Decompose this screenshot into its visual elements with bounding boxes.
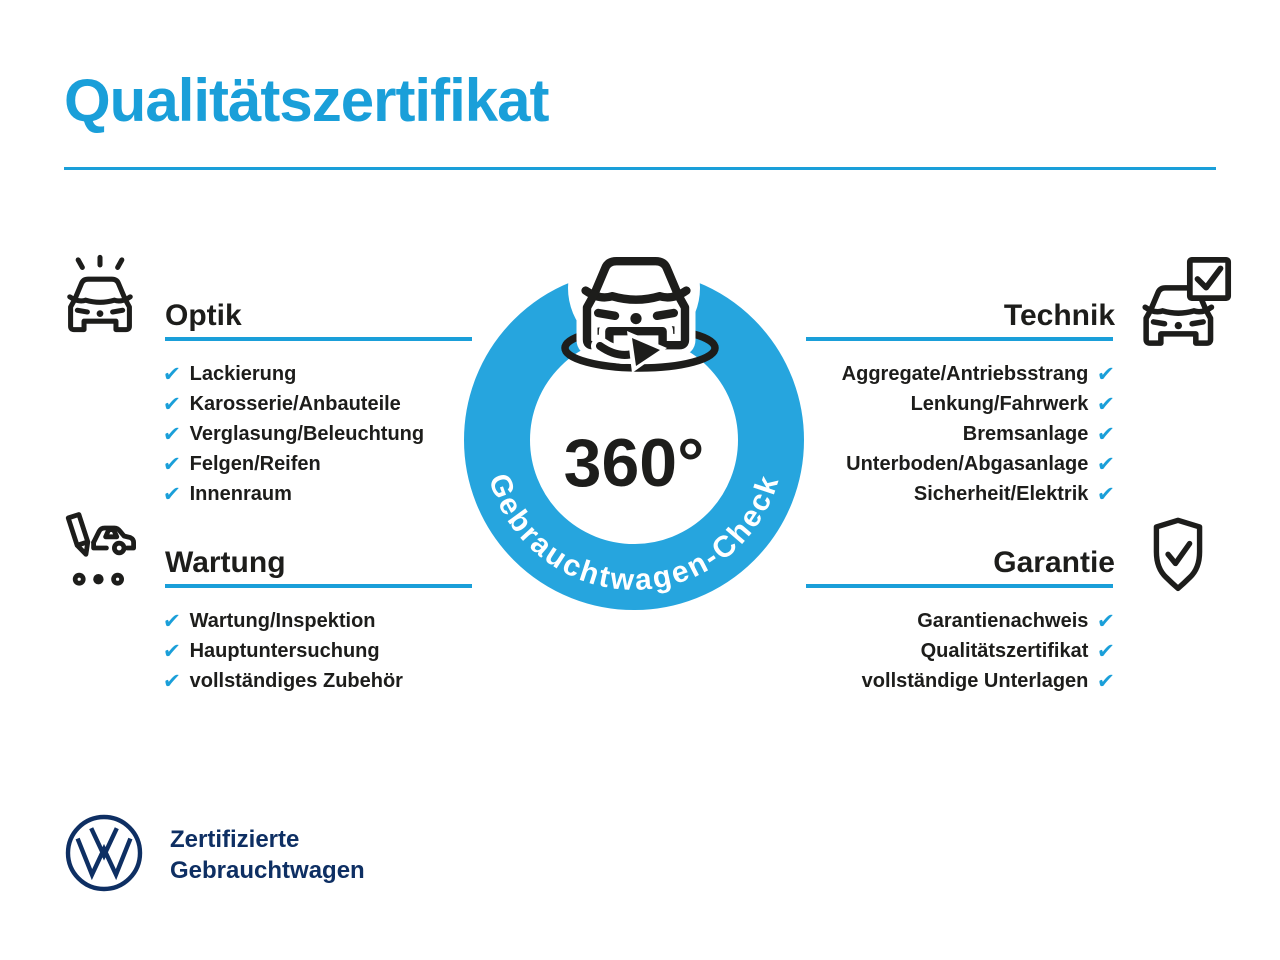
degree-label: 360° (564, 425, 705, 501)
brand-text: Zertifizierte Gebrauchtwagen (170, 824, 365, 886)
item-label: Lackierung (189, 362, 297, 385)
check-icon: ✔ (162, 422, 182, 446)
item-label: Unterboden/Abgasanlage (846, 452, 1089, 475)
item-label: Hauptuntersuchung (189, 639, 380, 662)
section-title-optik: Optik (165, 299, 242, 332)
check-icon: ✔ (162, 452, 182, 476)
section-rule-technik (806, 337, 1113, 341)
section-title-garantie: Garantie (993, 546, 1115, 579)
rotation-arrowhead (632, 338, 660, 366)
item-label: Bremsanlage (962, 422, 1089, 445)
checklist-item: ✔ Felgen/Reifen (162, 449, 424, 479)
check-icon: ✔ (162, 362, 182, 386)
checklist-technik: ✔ Aggregate/Antriebsstrang ✔ Lenkung/Fahrw… (841, 359, 1116, 509)
item-label: Innenraum (189, 482, 292, 505)
item-label: Karosserie/Anbauteile (189, 392, 401, 415)
checklist-item: ✔ vollständige Unterlagen (861, 666, 1116, 696)
checklist-item: ✔ Aggregate/Antriebsstrang (841, 359, 1116, 389)
vw-logo (65, 814, 143, 892)
checklist-item: ✔ Innenraum (162, 479, 424, 509)
brand-line-1: Zertifizierte (170, 826, 300, 853)
check-icon: ✔ (162, 392, 182, 416)
item-label: vollständige Unterlagen (861, 669, 1089, 692)
check-icon: ✔ (162, 669, 182, 693)
title-divider (64, 167, 1216, 170)
item-label: Aggregate/Antriebsstrang (841, 362, 1089, 385)
page-title: Qualitätszertifikat (64, 67, 549, 134)
section-title-technik: Technik (1003, 299, 1115, 332)
checklist-item: ✔ Lenkung/Fahrwerk (910, 389, 1116, 419)
check-icon: ✔ (1096, 609, 1116, 633)
check-icon: ✔ (1096, 639, 1116, 663)
check-icon: ✔ (1096, 392, 1116, 416)
item-label: Garantienachweis (917, 609, 1089, 632)
item-label: Qualitätszertifikat (920, 639, 1089, 662)
check-icon: ✔ (162, 609, 182, 633)
checklist-item: ✔ Karosserie/Anbauteile (162, 389, 424, 419)
check-icon: ✔ (1096, 482, 1116, 506)
section-title-wartung: Wartung (165, 546, 286, 579)
checklist-item: ✔ Hauptuntersuchung (162, 636, 403, 666)
checklist-item: ✔ Qualitätszertifikat (920, 636, 1116, 666)
check-icon: ✔ (1096, 669, 1116, 693)
checklist-wartung: ✔ Wartung/Inspektion ✔ Hauptuntersuchung ✔… (162, 606, 403, 696)
service-pencil-car-icon (65, 512, 137, 586)
section-rule-optik (165, 337, 472, 341)
checklist-item: ✔ vollständiges Zubehör (162, 666, 403, 696)
checklist-item: ✔ Sicherheit/Elektrik (913, 479, 1116, 509)
shield-check-icon (1153, 517, 1203, 592)
checklist-garantie: ✔ Garantienachweis ✔ Qualitätszertifikat ✔… (861, 606, 1116, 696)
checklist-item: ✔ Lackierung (162, 359, 424, 389)
item-label: Felgen/Reifen (189, 452, 321, 475)
check-icon: ✔ (1096, 452, 1116, 476)
checklist-item: ✔ Verglasung/Beleuchtung (162, 419, 425, 449)
checklist-item: ✔ Garantienachweis (917, 606, 1116, 636)
section-rule-garantie (806, 584, 1113, 588)
item-label: Sicherheit/Elektrik (913, 482, 1089, 505)
check-icon: ✔ (1096, 422, 1116, 446)
item-label: vollständiges Zubehör (189, 669, 403, 692)
checklist-item: ✔ Wartung/Inspektion (162, 606, 403, 636)
brand-line-2: Gebrauchtwagen (170, 857, 365, 884)
item-label: Verglasung/Beleuchtung (189, 422, 425, 445)
item-label: Lenkung/Fahrwerk (910, 392, 1089, 415)
check-icon: ✔ (162, 482, 182, 506)
section-rule-wartung (165, 584, 472, 588)
badge-360-check: 360° Gebrauchtwagen-Check (464, 244, 804, 610)
checklist-item: ✔ Bremsanlage (962, 419, 1116, 449)
car-front-shine-icon (58, 254, 142, 338)
checklist-item: ✔ Unterboden/Abgasanlage (846, 449, 1116, 479)
checklist-optik: ✔ Lackierung ✔ Karosserie/Anbauteile ✔ Verg… (162, 359, 425, 509)
check-icon: ✔ (1096, 362, 1116, 386)
check-icon: ✔ (162, 639, 182, 663)
item-label: Wartung/Inspektion (189, 609, 376, 632)
car-checkbox-icon (1136, 256, 1232, 348)
